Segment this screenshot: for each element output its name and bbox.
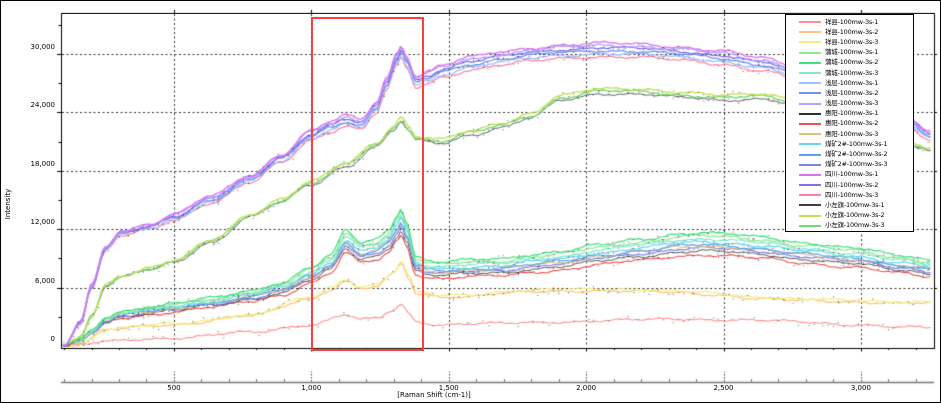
legend-line-sample [799, 214, 821, 217]
legend-item[interactable]: 四川-100mw-3s-3 [786, 190, 913, 200]
legend-item-label: 小左旗-100mw-3s-1 [825, 200, 885, 209]
legend-item-label: 蒲城-100mw-3s-1 [825, 48, 879, 57]
legend-line-sample [799, 143, 821, 146]
legend-item[interactable]: 惠阳-100mw-3s-3 [786, 129, 913, 139]
legend-item-label: 浅层-100mw-3s-2 [825, 88, 879, 97]
legend-line-sample [799, 122, 821, 125]
legend-line-sample [799, 184, 821, 187]
legend-item-label: 惠阳-100mw-3s-3 [825, 129, 879, 138]
legend: 祥县-100mw-3s-1 祥县-100mw-3s-2 祥县-100mw-3s-3 蒲… [785, 14, 914, 232]
legend-line-sample [799, 133, 821, 136]
y-tick-label: 18,000 [30, 159, 56, 168]
legend-line-sample [799, 72, 821, 75]
x-axis-title: [Raman Shift (cm-1)] [397, 391, 471, 399]
legend-line-sample [799, 102, 821, 105]
legend-item[interactable]: 浅层-100mw-3s-1 [786, 78, 913, 88]
x-tick-label: 2,500 [713, 384, 734, 392]
legend-item[interactable]: 蒲城-100mw-3s-3 [786, 68, 913, 78]
legend-item[interactable]: 煤矿2#-100mw-3s-1 [786, 139, 913, 149]
legend-line-sample [799, 82, 821, 85]
legend-item-label: 四川-100mw-3s-1 [825, 170, 879, 179]
legend-line-sample [799, 112, 821, 115]
legend-line-sample [799, 31, 821, 34]
legend-line-sample [799, 194, 821, 197]
legend-item-label: 蒲城-100mw-3s-2 [825, 58, 879, 67]
legend-item-label: 煤矿2#-100mw-3s-2 [825, 150, 888, 159]
y-tick-label: 6,000 [34, 276, 55, 285]
legend-item[interactable]: 四川-100mw-3s-1 [786, 170, 913, 180]
y-tick-label: 24,000 [30, 101, 56, 110]
legend-item-label: 惠阳-100mw-3s-2 [825, 119, 879, 128]
legend-line-sample [799, 61, 821, 64]
legend-item-label: 四川-100mw-3s-2 [825, 180, 879, 189]
legend-item-label: 小左旗-100mw-3s-2 [825, 211, 885, 220]
legend-item-label: 惠阳-100mw-3s-1 [825, 109, 879, 118]
legend-item[interactable]: 浅层-100mw-3s-2 [786, 88, 913, 98]
y-axis-title: Intensity [1, 159, 16, 249]
legend-item[interactable]: 蒲城-100mw-3s-1 [786, 48, 913, 58]
legend-item-label: 煤矿2#-100mw-3s-3 [825, 160, 888, 169]
legend-item[interactable]: 煤矿2#-100mw-3s-3 [786, 160, 913, 170]
legend-item[interactable]: 惠阳-100mw-3s-2 [786, 119, 913, 129]
legend-line-sample [799, 163, 821, 166]
y-tick-label: 12,000 [30, 218, 56, 227]
x-tick-label: 2,000 [576, 384, 597, 392]
x-tick-label: 500 [167, 384, 181, 392]
legend-item-label: 祥县-100mw-3s-2 [825, 27, 879, 36]
x-tick-label: 1,500 [438, 384, 459, 392]
legend-item[interactable]: 祥县-100mw-3s-3 [786, 37, 913, 47]
legend-item-label: 小左旗-100mw-3s-3 [825, 221, 885, 230]
legend-item[interactable]: 小左旗-100mw-3s-1 [786, 200, 913, 210]
x-tick-label: 3,000 [850, 384, 871, 392]
legend-item[interactable]: 浅层-100mw-3s-3 [786, 99, 913, 109]
legend-item[interactable]: 小左旗-100mw-3s-2 [786, 211, 913, 221]
y-axis-title-text: Intensity [4, 188, 13, 220]
legend-line-sample [799, 41, 821, 44]
legend-item[interactable]: 惠阳-100mw-3s-1 [786, 109, 913, 119]
legend-line-sample [799, 21, 821, 24]
legend-item[interactable]: 祥县-100mw-3s-1 [786, 17, 913, 27]
legend-item[interactable]: 小左旗-100mw-3s-3 [786, 221, 913, 231]
legend-item-label: 祥县-100mw-3s-1 [825, 17, 879, 26]
y-tick-label: 30,000 [30, 42, 56, 51]
legend-item[interactable]: 四川-100mw-3s-2 [786, 180, 913, 190]
y-tick-label: 0 [50, 335, 55, 344]
annotation-box[interactable] [311, 17, 424, 352]
legend-line-sample [799, 173, 821, 176]
legend-item-label: 蒲城-100mw-3s-3 [825, 68, 879, 77]
legend-item-label: 祥县-100mw-3s-3 [825, 37, 879, 46]
legend-item-label: 浅层-100mw-3s-1 [825, 78, 879, 87]
legend-line-sample [799, 153, 821, 156]
legend-line-sample [799, 92, 821, 95]
legend-item-label: 四川-100mw-3s-3 [825, 190, 879, 199]
legend-item-label: 煤矿2#-100mw-3s-1 [825, 139, 888, 148]
legend-item[interactable]: 祥县-100mw-3s-2 [786, 27, 913, 37]
x-tick-label: 1,000 [301, 384, 322, 392]
legend-line-sample [799, 51, 821, 54]
legend-item[interactable]: 蒲城-100mw-3s-2 [786, 58, 913, 68]
legend-item[interactable]: 煤矿2#-100mw-3s-2 [786, 149, 913, 159]
legend-item-label: 浅层-100mw-3s-3 [825, 99, 879, 108]
legend-line-sample [799, 224, 821, 227]
legend-line-sample [799, 204, 821, 207]
